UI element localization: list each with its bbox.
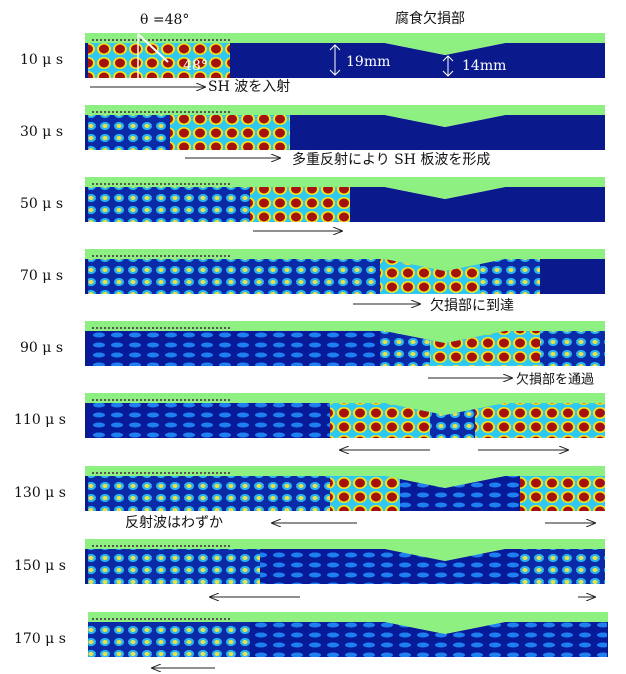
- panel: 110 μ s: [14, 393, 605, 450]
- panel: 170 μ s: [14, 612, 608, 668]
- time-label: 30 μ s: [20, 124, 63, 140]
- wave-field: [88, 622, 250, 657]
- time-label: 50 μ s: [20, 196, 63, 212]
- wave-field: [88, 187, 250, 222]
- note: 欠損部に到達: [430, 298, 514, 314]
- defect-label: 腐食欠損部: [395, 10, 465, 27]
- wave-field: [520, 476, 605, 511]
- panel: 70 μ s 欠損部に到達: [20, 249, 605, 314]
- panel: 50 μ s: [20, 177, 605, 231]
- incident-angle: 48°: [183, 58, 208, 74]
- time-label: 10 μ s: [20, 52, 63, 68]
- wave-field: [475, 403, 605, 438]
- panel: 30 μ s 多重反射により SH 板波を形成: [20, 105, 605, 168]
- wave-field: [520, 549, 605, 584]
- wave-field: [480, 259, 540, 294]
- panel: 10 μ s SH 波を入射: [20, 33, 605, 95]
- wave-field: [540, 331, 605, 366]
- wave-field: [88, 331, 380, 366]
- note: 多重反射により SH 板波を形成: [292, 151, 490, 168]
- time-label: 170 μ s: [14, 631, 66, 647]
- wave-field: [330, 476, 400, 511]
- wave-field: [260, 549, 520, 584]
- note: 欠損部を通過: [516, 372, 594, 388]
- time-label: 70 μ s: [20, 268, 63, 284]
- note: SH 波を入射: [208, 79, 290, 95]
- panel: 90 μ s 欠損部を通過: [20, 321, 605, 388]
- wave-field: [88, 549, 260, 584]
- angle-label: θ =48°: [140, 12, 189, 28]
- wave-field: [250, 187, 350, 222]
- wave-field: [88, 115, 170, 150]
- wave-field: [170, 115, 290, 150]
- time-label: 110 μ s: [14, 412, 66, 428]
- wave-field: [88, 476, 330, 511]
- panel: 150 μ s: [14, 539, 605, 597]
- time-label: 150 μ s: [14, 558, 66, 574]
- thickness: 19mm: [346, 54, 390, 70]
- figure: 10 μ s SH 波を入射 30 μ s 多重反射により SH 板波を形成 50 μ …: [0, 0, 626, 674]
- thin-thickness: 14mm: [462, 58, 506, 74]
- time-label: 130 μ s: [14, 485, 66, 501]
- wave-field: [88, 43, 230, 78]
- panel: 130 μ s 反射波はわずか: [14, 466, 605, 531]
- time-label: 90 μ s: [20, 340, 63, 356]
- wave-field: [88, 403, 330, 438]
- note: 反射波はわずか: [125, 515, 223, 531]
- wave-field: [88, 259, 380, 294]
